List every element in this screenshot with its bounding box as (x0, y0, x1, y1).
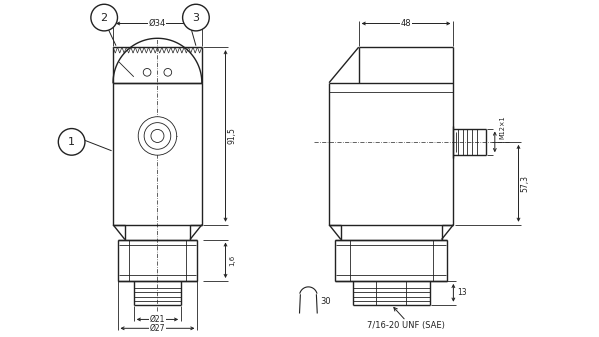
Text: 30: 30 (320, 297, 331, 306)
Text: M12×1: M12×1 (499, 115, 505, 139)
Text: 57,3: 57,3 (521, 175, 530, 192)
Circle shape (91, 4, 117, 31)
Text: Ø21: Ø21 (150, 315, 165, 324)
Circle shape (144, 123, 171, 149)
Circle shape (58, 128, 85, 155)
Text: 91,5: 91,5 (228, 127, 237, 144)
Text: 13: 13 (458, 288, 467, 297)
Text: 3: 3 (192, 12, 199, 23)
Text: 7/16-20 UNF (SAE): 7/16-20 UNF (SAE) (367, 321, 445, 330)
Text: 1: 1 (68, 137, 75, 147)
Text: 1,6: 1,6 (229, 255, 235, 266)
Circle shape (143, 68, 151, 76)
Circle shape (138, 117, 177, 155)
Text: Ø34: Ø34 (149, 19, 166, 28)
Circle shape (183, 4, 209, 31)
Text: 48: 48 (401, 19, 412, 28)
Text: Ø27: Ø27 (150, 324, 165, 333)
Circle shape (151, 129, 164, 143)
Circle shape (164, 68, 172, 76)
Text: 2: 2 (101, 12, 108, 23)
